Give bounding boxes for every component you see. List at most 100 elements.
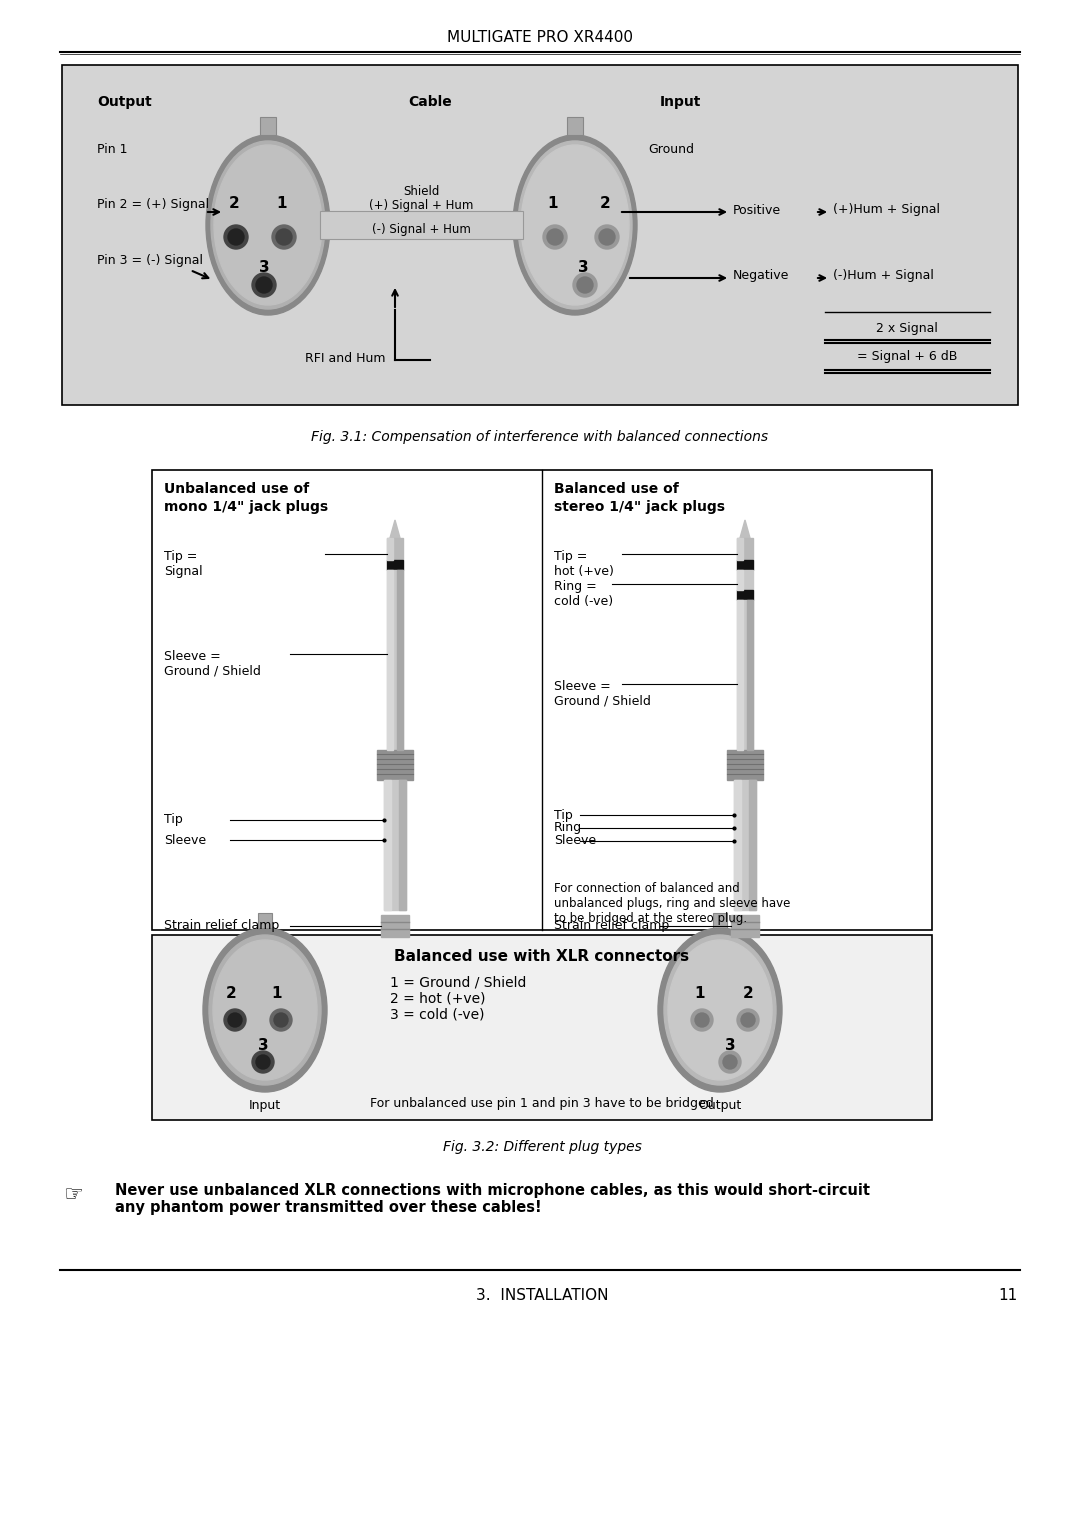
Bar — [258, 914, 272, 927]
Ellipse shape — [595, 225, 619, 249]
Polygon shape — [737, 570, 743, 590]
Polygon shape — [734, 779, 741, 911]
Ellipse shape — [206, 134, 330, 315]
Ellipse shape — [256, 277, 272, 293]
Polygon shape — [387, 559, 403, 570]
Text: Pin 1: Pin 1 — [97, 144, 127, 156]
Ellipse shape — [664, 935, 777, 1085]
Polygon shape — [731, 915, 759, 937]
Text: Fig. 3.1: Compensation of interference with balanced connections: Fig. 3.1: Compensation of interference w… — [311, 429, 769, 445]
Bar — [152, 471, 932, 931]
Text: Tip: Tip — [164, 813, 183, 827]
Ellipse shape — [741, 1013, 755, 1027]
Text: (+) Signal + Hum: (+) Signal + Hum — [368, 199, 473, 211]
Text: Cable: Cable — [408, 95, 451, 108]
Text: 3: 3 — [258, 1038, 268, 1053]
Text: Sleeve =
Ground / Shield: Sleeve = Ground / Shield — [164, 649, 261, 678]
Text: RFI and Hum: RFI and Hum — [305, 351, 386, 365]
Text: 3: 3 — [725, 1038, 735, 1053]
Polygon shape — [750, 779, 756, 911]
Ellipse shape — [252, 274, 276, 296]
Ellipse shape — [211, 141, 325, 309]
Ellipse shape — [518, 141, 632, 309]
Ellipse shape — [691, 1008, 713, 1031]
Polygon shape — [734, 779, 756, 911]
Polygon shape — [737, 538, 743, 559]
Polygon shape — [384, 779, 406, 911]
Text: 1: 1 — [272, 987, 282, 1001]
Text: For connection of balanced and
unbalanced plugs, ring and sleeve have
to be brid: For connection of balanced and unbalance… — [554, 882, 791, 924]
Text: Negative: Negative — [733, 269, 789, 283]
Text: For unbalanced use pin 1 and pin 3 have to be bridged: For unbalanced use pin 1 and pin 3 have … — [370, 1097, 714, 1109]
Text: Sleeve =
Ground / Shield: Sleeve = Ground / Shield — [554, 680, 651, 707]
Text: 3: 3 — [578, 260, 589, 275]
Ellipse shape — [224, 1008, 246, 1031]
Text: 1: 1 — [548, 196, 558, 211]
Ellipse shape — [577, 277, 593, 293]
Polygon shape — [387, 538, 403, 559]
Polygon shape — [737, 570, 753, 590]
Ellipse shape — [210, 935, 321, 1085]
Ellipse shape — [546, 229, 563, 244]
Ellipse shape — [252, 1051, 274, 1073]
Text: Never use unbalanced XLR connections with microphone cables, as this would short: Never use unbalanced XLR connections wit… — [114, 1183, 870, 1215]
Ellipse shape — [276, 229, 292, 244]
Text: Shield: Shield — [403, 185, 440, 199]
Polygon shape — [737, 538, 753, 559]
Text: Tip =
Signal: Tip = Signal — [164, 550, 203, 578]
Ellipse shape — [719, 1051, 741, 1073]
Ellipse shape — [270, 1008, 292, 1031]
Text: Ground: Ground — [648, 144, 694, 156]
Text: Input: Input — [248, 1099, 281, 1112]
Text: 3: 3 — [259, 260, 269, 275]
Polygon shape — [397, 570, 403, 750]
Text: mono 1/4" jack plugs: mono 1/4" jack plugs — [164, 500, 328, 513]
Ellipse shape — [658, 927, 782, 1093]
Text: Sleeve: Sleeve — [554, 834, 596, 848]
Ellipse shape — [573, 274, 597, 296]
Ellipse shape — [224, 225, 248, 249]
Bar — [320, 211, 523, 238]
Polygon shape — [727, 750, 762, 779]
Text: Ring: Ring — [554, 822, 582, 834]
Ellipse shape — [272, 225, 296, 249]
Polygon shape — [387, 570, 403, 750]
Polygon shape — [737, 559, 753, 570]
Bar — [567, 118, 583, 134]
Text: 2: 2 — [226, 987, 237, 1001]
Text: Fig. 3.2: Different plug types: Fig. 3.2: Different plug types — [443, 1140, 642, 1154]
Ellipse shape — [214, 145, 322, 306]
Polygon shape — [747, 601, 753, 750]
Polygon shape — [737, 601, 743, 750]
Polygon shape — [390, 520, 400, 538]
Text: Balanced use with XLR connectors: Balanced use with XLR connectors — [394, 949, 689, 964]
Text: = Signal + 6 dB: = Signal + 6 dB — [856, 350, 957, 364]
Text: (-) Signal + Hum: (-) Signal + Hum — [372, 223, 471, 237]
Ellipse shape — [228, 1013, 242, 1027]
Polygon shape — [399, 779, 406, 911]
Ellipse shape — [696, 1013, 708, 1027]
Text: Output: Output — [97, 95, 152, 108]
Text: MULTIGATE PRO XR4400: MULTIGATE PRO XR4400 — [447, 31, 633, 46]
Bar — [62, 66, 1018, 405]
Polygon shape — [737, 601, 753, 750]
Ellipse shape — [228, 229, 244, 244]
Text: ☞: ☞ — [63, 1186, 83, 1206]
Polygon shape — [740, 520, 750, 538]
Bar — [260, 118, 276, 134]
Text: Strain relief clamp: Strain relief clamp — [554, 920, 670, 932]
Polygon shape — [387, 538, 393, 559]
Ellipse shape — [274, 1013, 288, 1027]
Text: (+)Hum + Signal: (+)Hum + Signal — [833, 203, 940, 217]
Ellipse shape — [669, 940, 772, 1080]
Bar — [713, 914, 727, 927]
Text: Positive: Positive — [733, 203, 781, 217]
Ellipse shape — [599, 229, 615, 244]
Text: Pin 3 = (-) Signal: Pin 3 = (-) Signal — [97, 254, 203, 267]
Polygon shape — [737, 590, 753, 601]
Text: 11: 11 — [999, 1288, 1018, 1303]
Text: Tip: Tip — [554, 808, 572, 822]
Text: Input: Input — [660, 95, 701, 108]
Text: 2: 2 — [599, 196, 610, 211]
Text: (-)Hum + Signal: (-)Hum + Signal — [833, 269, 934, 283]
